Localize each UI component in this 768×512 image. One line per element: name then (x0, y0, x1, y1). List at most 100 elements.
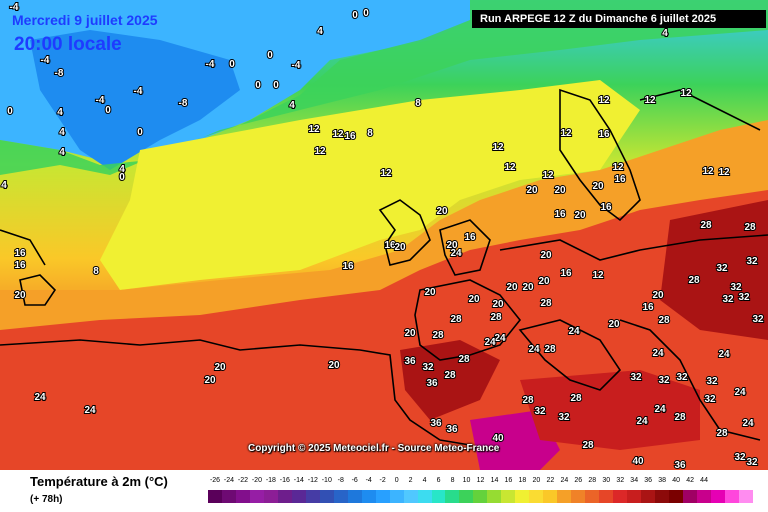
legend-swatch (599, 490, 614, 503)
temperature-value: 28 (432, 330, 444, 341)
legend-tick: 26 (574, 477, 583, 484)
temperature-value: 32 (658, 375, 670, 386)
legend-swatch (445, 490, 460, 503)
legend-swatch (221, 490, 236, 503)
temperature-value: 32 (738, 292, 750, 303)
temperature-value: 16 (344, 131, 356, 142)
temperature-value: 36 (404, 356, 416, 367)
legend-swatch (515, 490, 530, 503)
legend-swatch (557, 490, 572, 503)
temperature-value: 20 (394, 242, 406, 253)
temperature-value: 12 (598, 95, 610, 106)
green-band (0, 0, 768, 175)
legend-tick: 44 (700, 477, 708, 484)
legend-tick: 36 (644, 477, 653, 484)
temperature-value: -8 (179, 98, 188, 109)
legend-tick: -22 (237, 477, 248, 484)
legend-swatch (641, 490, 655, 503)
legend-swatch (319, 490, 334, 503)
temperature-value: 28 (700, 220, 712, 231)
temperature-value: 32 (676, 372, 688, 383)
legend-tick: 16 (504, 477, 513, 484)
temperature-value: -4 (96, 95, 105, 106)
temperature-value: 20 (526, 185, 538, 196)
temperature-value: 24 (34, 392, 46, 403)
temperature-value: 0 (229, 59, 235, 70)
temperature-value: 0 (363, 8, 369, 19)
temperature-value: 24 (742, 418, 754, 429)
temperature-value: 16 (598, 129, 610, 140)
temperature-value: 16 (14, 260, 26, 271)
temperature-value: 12 (702, 166, 714, 177)
temperature-value: 8 (93, 266, 99, 277)
temperature-value: 12 (332, 129, 344, 140)
legend-swatch (235, 490, 250, 503)
temperature-value: 20 (424, 287, 436, 298)
legend-tick: -12 (307, 477, 318, 484)
legend-swatch (585, 490, 600, 503)
legend-tick: -24 (223, 477, 235, 484)
temperature-value: 28 (716, 428, 728, 439)
temperature-map: -4 -4 -8 -4 -8 -4 -4 0 0 0 4 4 4 4 0 4 0 0 -4 0 0 4 0 0 4 4 8 8 12 12… (0, 0, 768, 470)
legend-swatch (305, 490, 320, 503)
hot-zone-med (520, 370, 700, 450)
temperature-value: 24 (528, 344, 540, 355)
temperature-value: 16 (14, 248, 26, 259)
temperature-value: 40 (492, 433, 504, 444)
temperature-value: -4 (134, 86, 143, 97)
temperature-value: -4 (206, 59, 215, 70)
legend-tick: 24 (560, 477, 569, 484)
legend-swatch (389, 490, 404, 503)
legend-tick: 30 (602, 477, 611, 484)
legend-swatch (291, 490, 306, 503)
temperature-value: 12 (612, 162, 624, 173)
temperature-value: 20 (214, 362, 226, 373)
temperature-value: 20 (592, 181, 604, 192)
temperature-value: 12 (380, 168, 392, 179)
legend-swatch (208, 490, 222, 503)
hot-zone-east (660, 200, 768, 340)
temperature-value: 28 (674, 412, 686, 423)
temperature-value: 32 (716, 263, 728, 274)
temperature-value: 4 (59, 127, 65, 138)
forecast-date: Mercredi 9 juillet 2025 (12, 12, 158, 28)
temperature-value: 0 (255, 80, 261, 91)
temperature-value: 24 (654, 404, 666, 415)
temperature-value: 0 (267, 50, 273, 61)
temperature-value: -4 (41, 55, 50, 66)
temperature-value: 20 (506, 282, 518, 293)
legend-color-scale (208, 490, 753, 503)
legend-swatch (263, 490, 278, 503)
legend-tick: 4 (422, 477, 427, 484)
temperature-value: 0 (105, 105, 111, 116)
temperature-value: 12 (644, 95, 656, 106)
temperature-value: 20 (328, 360, 340, 371)
temperature-value: 12 (718, 167, 730, 178)
temperature-value: 32 (746, 256, 758, 267)
temperature-value: 16 (560, 268, 572, 279)
temperature-value: 20 (538, 276, 550, 287)
temperature-value: 32 (722, 294, 734, 305)
temperature-value: 4 (662, 28, 668, 39)
legend-swatch (333, 490, 348, 503)
legend-tick: 6 (436, 477, 441, 484)
legend-tick: -2 (379, 477, 386, 484)
legend-tick: 0 (394, 477, 399, 484)
legend-panel: Température à 2m (°C) (+ 78h) -26 -24 -22-… (0, 470, 768, 512)
temperature-value: 16 (342, 261, 354, 272)
temperature-value: 12 (592, 270, 604, 281)
temperature-value: 16 (384, 240, 396, 251)
temperature-value: 0 (273, 80, 279, 91)
temperature-value: 40 (632, 456, 644, 467)
legend-tick: 28 (588, 477, 597, 484)
temperature-value: 36 (674, 460, 686, 470)
legend-tick: 40 (672, 477, 681, 484)
temperature-value: 16 (600, 202, 612, 213)
legend-swatch (459, 490, 474, 503)
legend-tick: 42 (686, 477, 694, 484)
temperature-value: 8 (415, 98, 421, 109)
temperature-value: 12 (314, 146, 326, 157)
legend-swatch (361, 490, 376, 503)
legend-swatch (417, 490, 432, 503)
legend-tick: 20 (532, 477, 541, 484)
